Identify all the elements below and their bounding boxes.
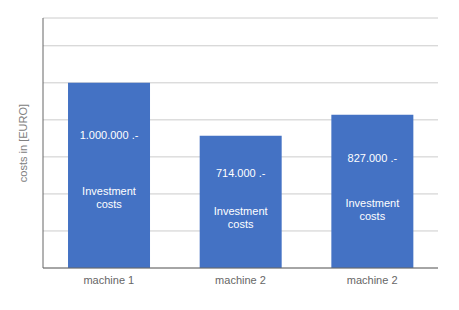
svg-text:714.000 .-: 714.000 .- [216, 167, 266, 179]
svg-text:machine 2: machine 2 [215, 274, 266, 286]
svg-text:Investmentcosts: Investmentcosts [214, 205, 268, 230]
svg-text:Investmentcosts: Investmentcosts [82, 185, 136, 210]
svg-text:827.000 .-: 827.000 .- [348, 152, 398, 164]
svg-text:costs in [EURO]: costs in [EURO] [17, 104, 29, 182]
svg-text:machine 1: machine 1 [83, 274, 134, 286]
svg-text:1.000.000 .-: 1.000.000 .- [80, 129, 139, 141]
svg-text:Investmentcosts: Investmentcosts [345, 197, 399, 222]
svg-text:machine 2: machine 2 [347, 274, 398, 286]
